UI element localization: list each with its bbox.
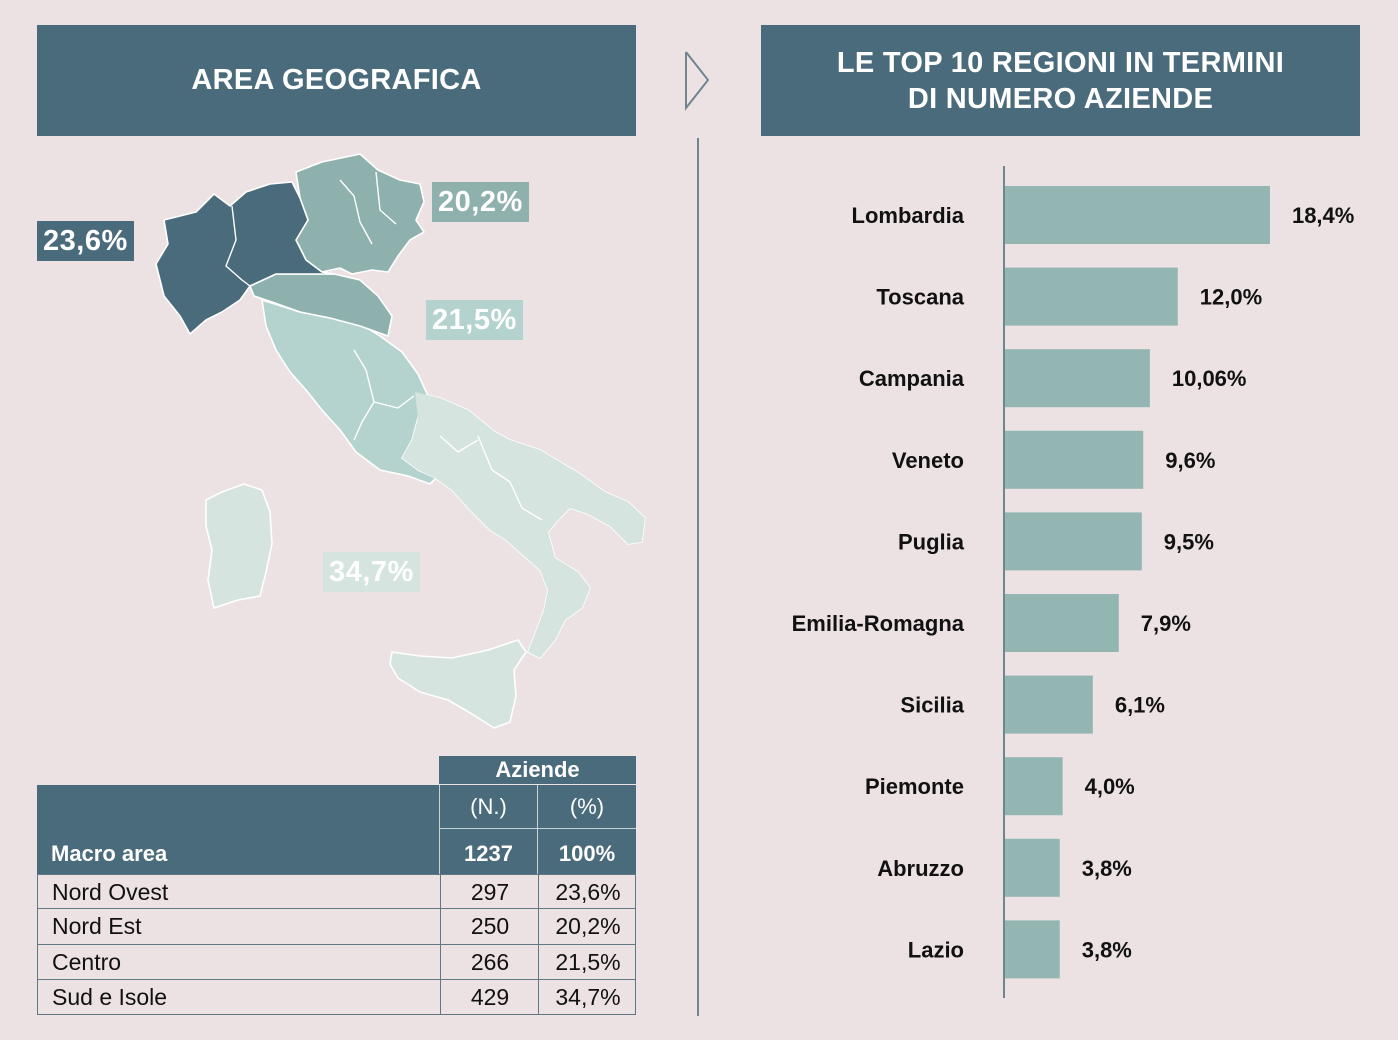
table-cell-n: 266 (440, 944, 539, 979)
table-header-block (37, 785, 636, 874)
bar-campania (1005, 349, 1150, 408)
value-label: 9,6% (1165, 448, 1215, 473)
category-label: Piemonte (865, 774, 964, 799)
value-label: 3,8% (1082, 856, 1132, 881)
table-cell-area: Nord Est (52, 913, 142, 940)
value-label: 9,5% (1164, 529, 1214, 554)
table-cell-pct: 21,5% (538, 944, 637, 979)
table-col-n: (N.) (439, 785, 537, 829)
bar-lombardia (1005, 186, 1270, 244)
table-total-pct: 100% (537, 829, 636, 874)
top-regioni-title-line1: LE TOP 10 REGIONI IN TERMINI (836, 46, 1285, 79)
value-label: 4,0% (1085, 774, 1135, 799)
table-col-pct: (%) (537, 785, 636, 829)
category-label: Campania (859, 366, 965, 391)
table-row: Centro 266 21,5% (37, 944, 637, 980)
table-cell-area: Nord Ovest (52, 879, 169, 905)
map-region-nord-ovest (155, 181, 335, 335)
category-label: Emilia-Romagna (792, 611, 965, 636)
table-cell-pct: 23,6% (538, 875, 637, 910)
top-regioni-header: LE TOP 10 REGIONI IN TERMINI DI NUMERO A… (761, 25, 1360, 136)
area-geografica-header: AREA GEOGRAFICA (37, 25, 636, 136)
value-label: 7,9% (1141, 611, 1191, 636)
table-cell-pct: 20,2% (538, 909, 637, 944)
category-label: Lombardia (852, 203, 965, 228)
map-region-nord-est (295, 153, 425, 275)
table-cell-area: Centro (52, 948, 122, 975)
table-row: Nord Ovest 297 23,6% (37, 874, 637, 910)
chevron-right-icon (685, 51, 710, 111)
table-row-header: Macro area (51, 841, 168, 866)
table-cell-n: 250 (440, 909, 539, 944)
bar-lazio (1005, 920, 1060, 979)
table-cell-pct: 34,7% (538, 979, 637, 1015)
bar-emilia-romagna (1005, 594, 1119, 652)
map-label-centro: 21,5% (426, 300, 523, 340)
bar-sicilia (1005, 675, 1093, 734)
table-total-n: 1237 (439, 829, 537, 874)
table-row: Sud e Isole 429 34,7% (37, 979, 637, 1016)
category-label: Puglia (898, 529, 965, 554)
map-region-sicilia (389, 639, 527, 729)
italy-map: #map [data-name="map-region-sud-isole"],… (155, 153, 646, 729)
value-label: 10,06% (1172, 366, 1247, 391)
map-label-nord-ovest: 23,6% (37, 221, 134, 261)
bar-veneto (1005, 430, 1144, 489)
category-label: Lazio (908, 937, 964, 962)
map-label-nord-est: 20,2% (432, 182, 529, 222)
value-label: 3,8% (1082, 937, 1132, 962)
table-row: Nord Est 250 20,2% (37, 909, 637, 945)
top-regioni-title-line2: DI NUMERO AZIENDE (907, 82, 1214, 115)
category-label: Abruzzo (877, 856, 964, 881)
map-label-sud-isole: 34,7% (323, 552, 420, 592)
panel-divider (697, 138, 699, 1016)
area-geografica-title: AREA GEOGRAFICA (191, 64, 482, 96)
table-header-aziende: Aziende (439, 756, 636, 784)
bar-piemonte (1005, 757, 1063, 816)
value-label: 12,0% (1200, 285, 1262, 310)
value-label: 6,1% (1115, 693, 1165, 718)
bar-puglia (1005, 512, 1142, 571)
category-label: Sicilia (900, 693, 964, 718)
table-cell-area: Sud e Isole (52, 983, 168, 1010)
table-cell-n: 429 (440, 979, 539, 1015)
category-label: Veneto (892, 448, 964, 473)
top-regioni-bar-chart: Lombardia 18,4% Toscana 12,0% Campania 10,06%… (792, 166, 1354, 998)
bar-toscana (1005, 267, 1178, 326)
table-cell-n: 297 (440, 875, 539, 910)
bar-abruzzo (1005, 838, 1060, 897)
map-region-sardegna (205, 483, 273, 609)
category-label: Toscana (876, 285, 964, 310)
value-label: 18,4% (1292, 203, 1354, 228)
